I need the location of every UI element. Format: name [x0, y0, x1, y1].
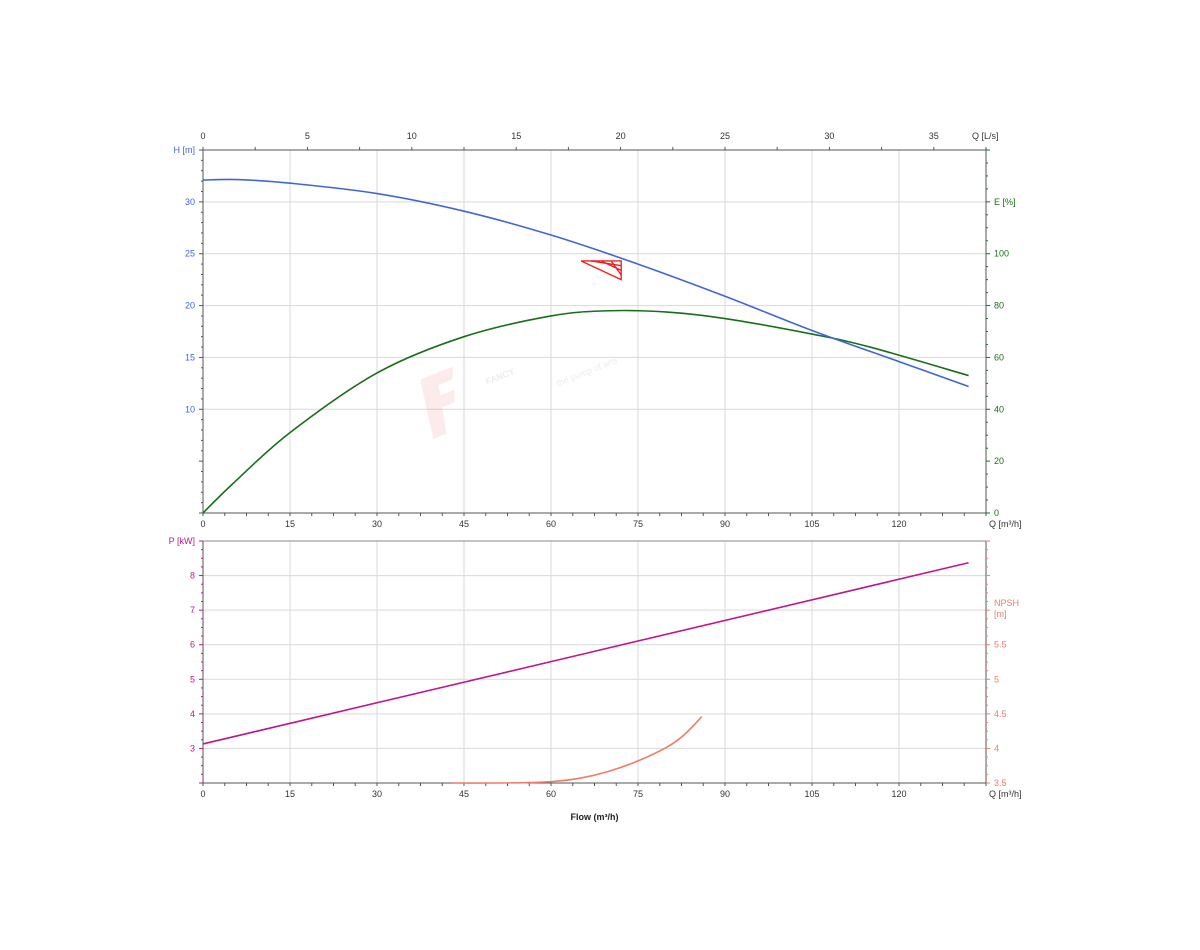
y-tick-label-right: 60 [994, 352, 1004, 362]
x2-tick-label: 5 [305, 131, 310, 141]
y-axis-label-right: NPSH [994, 598, 1019, 608]
y-tick-label-right: 5.5 [994, 640, 1007, 650]
x-tick-label: 15 [285, 519, 295, 529]
y-tick-label-right: 4.5 [994, 709, 1007, 719]
y-axis-label-right-unit: [m] [994, 609, 1007, 619]
x-tick-label: 45 [459, 789, 469, 799]
x2-tick-label: 10 [407, 131, 417, 141]
x-tick-label: 105 [804, 789, 819, 799]
y-tick-label-right: 40 [994, 404, 1004, 414]
duty-point-triangle [580, 260, 622, 281]
x-tick-label: 30 [372, 519, 382, 529]
x2-tick-label: 30 [824, 131, 834, 141]
y-tick-label-right: 5 [994, 674, 999, 684]
watermark-brand: FANCY [484, 366, 516, 387]
y-tick-label-right: 80 [994, 301, 1004, 311]
x-tick-label: 120 [891, 519, 906, 529]
duty-point-hatch [600, 260, 622, 271]
x-tick-label: 15 [285, 789, 295, 799]
x-tick-label: 90 [720, 519, 730, 529]
x2-tick-label: 35 [929, 131, 939, 141]
y-tick-label-left: 4 [190, 709, 195, 719]
x2-axis-label: Q [L/s] [972, 131, 999, 141]
y-tick-label-left: 6 [190, 640, 195, 650]
x-tick-label: 90 [720, 789, 730, 799]
y-tick-label-left: 20 [185, 301, 195, 311]
x-axis-label: Q [m³/h] [989, 519, 1022, 529]
x-tick-label: 0 [200, 519, 205, 529]
x-tick-label: 60 [546, 789, 556, 799]
flow-axis-title: Flow (m³/h) [571, 812, 619, 822]
power-curve [202, 562, 969, 745]
head-curve [202, 178, 969, 388]
y-axis-label-right: E [%] [994, 197, 1016, 207]
y-tick-label-left: 5 [190, 674, 195, 684]
panel-1 [202, 149, 987, 516]
x-tick-label: 30 [372, 789, 382, 799]
x2-tick-label: 15 [511, 131, 521, 141]
y-tick-label-left: 3 [190, 743, 195, 753]
x2-tick-label: 20 [616, 131, 626, 141]
y-tick-label-left: 25 [185, 249, 195, 259]
panel-2 [202, 540, 987, 786]
x-tick-label: 75 [633, 789, 643, 799]
x2-tick-label: 25 [720, 131, 730, 141]
y-tick-label-left: 10 [185, 404, 195, 414]
x-tick-label: 120 [891, 789, 906, 799]
x-tick-label: 75 [633, 519, 643, 529]
x2-tick-label: 0 [200, 131, 205, 141]
y-tick-label-right: 3.5 [994, 778, 1007, 788]
x-tick-label: 0 [200, 789, 205, 799]
watermark-tagline: the pump of arts [555, 355, 620, 389]
x-tick-label: 45 [459, 519, 469, 529]
y-tick-label-left: 8 [190, 571, 195, 581]
y-tick-label-right: 0 [994, 508, 999, 518]
x-tick-label: 105 [804, 519, 819, 529]
y-tick-label-right: 100 [994, 249, 1009, 259]
y-axis-label-left: H [m] [174, 145, 196, 155]
y-tick-label-left: 15 [185, 352, 195, 362]
y-tick-label-left: 30 [185, 197, 195, 207]
y-tick-label-right: 4 [994, 743, 999, 753]
duty-point-hatch [610, 260, 622, 276]
y-tick-label-left: 7 [190, 605, 195, 615]
duty-point-marker [580, 260, 622, 281]
y-tick-label-right: 20 [994, 456, 1004, 466]
efficiency-curve [202, 309, 969, 514]
x-axis-label: Q [m³/h] [989, 789, 1022, 799]
npsh-curve [452, 716, 703, 784]
watermark-logo-icon [420, 366, 455, 440]
y-axis-label-left: P [kW] [169, 536, 195, 546]
watermark-logo: FANCY the pump of arts [420, 355, 620, 440]
x-tick-label: 60 [546, 519, 556, 529]
